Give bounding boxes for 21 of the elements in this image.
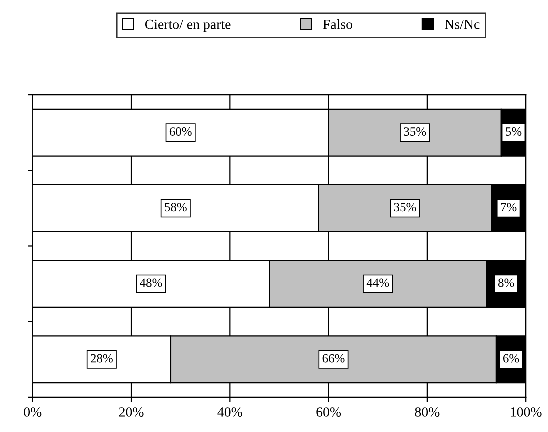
legend-label: Cierto/ en parte (145, 20, 231, 32)
data-label: 60% (170, 128, 192, 136)
legend-label: Falso (323, 19, 352, 30)
data-label: 28% (91, 354, 113, 363)
data-label: 6% (503, 354, 520, 363)
data-label: 48% (140, 278, 162, 288)
data-label: 35% (404, 128, 426, 136)
x-tick-label: 60% (316, 408, 342, 417)
data-label: 58% (165, 203, 187, 212)
x-tick-label: 100% (511, 408, 542, 417)
data-label: 66% (322, 354, 345, 363)
x-tick-label: 20% (119, 408, 144, 417)
x-tick-label: 40% (218, 408, 242, 417)
x-tick-label: 80% (415, 408, 440, 417)
legend-label: Ns/Nc (445, 20, 480, 30)
data-label: 7% (501, 203, 517, 212)
data-label: 8% (498, 278, 514, 288)
data-label: 5% (506, 128, 522, 136)
x-tick-label: 0% (24, 408, 42, 417)
data-label: 35% (394, 203, 416, 212)
data-label: 44% (366, 278, 390, 288)
